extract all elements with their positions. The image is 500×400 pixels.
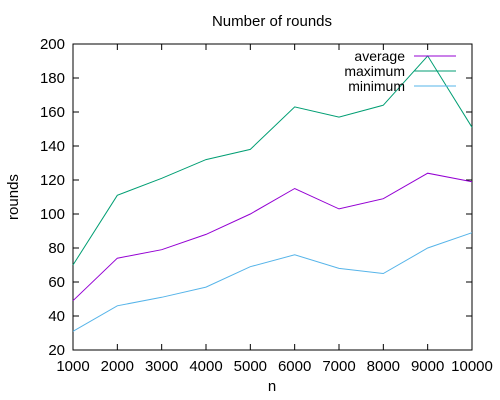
y-tick-label: 100	[40, 206, 65, 223]
plot-frame	[72, 43, 473, 351]
legend-label-average: average	[354, 48, 405, 64]
y-tick-label: 180	[40, 70, 65, 87]
y-tick-label: 140	[40, 138, 65, 155]
legend-label-maximum: maximum	[344, 63, 405, 79]
series-line-maximum	[72, 55, 473, 266]
series-line-minimum	[72, 232, 473, 332]
x-tick-label: 1000	[56, 358, 89, 375]
x-tick-label: 5000	[234, 358, 267, 375]
x-tick-label: 7000	[322, 358, 355, 375]
axis-ticks: 20 40 60 80 100 120 140 160 180 200 1000 2000 3000 40…	[40, 36, 493, 375]
y-tick-label: 40	[48, 308, 65, 325]
x-tick-label: 10000	[451, 358, 493, 375]
series-lines	[72, 55, 473, 332]
y-tick-label: 120	[40, 172, 65, 189]
series-line-average	[72, 172, 473, 302]
y-tick-label: 60	[48, 274, 65, 291]
x-tick-label: 2000	[101, 358, 134, 375]
y-tick-label: 20	[48, 342, 65, 359]
x-tick-label: 3000	[145, 358, 178, 375]
x-tick-label: 6000	[278, 358, 311, 375]
chart-title: Number of rounds	[212, 13, 332, 30]
y-tick-label: 80	[48, 240, 65, 257]
legend-label-minimum: minimum	[348, 78, 405, 94]
x-tick-label: 4000	[189, 358, 222, 375]
x-tick-label: 8000	[367, 358, 400, 375]
x-tick-label: 9000	[411, 358, 444, 375]
x-axis-label: n	[268, 378, 276, 395]
y-axis-label: rounds	[5, 174, 22, 220]
y-tick-label: 160	[40, 104, 65, 121]
y-tick-label: 200	[40, 36, 65, 53]
